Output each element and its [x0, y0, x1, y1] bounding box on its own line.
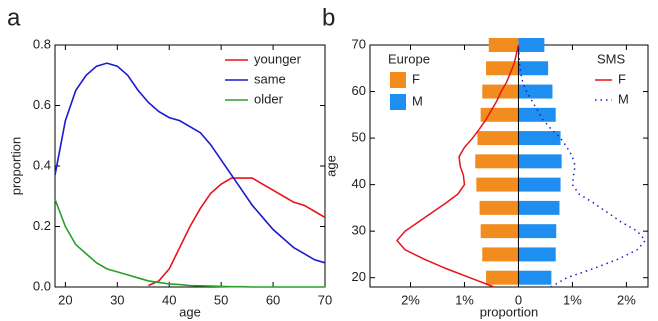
x-tick-label: 50: [214, 292, 228, 307]
bar: [518, 84, 553, 99]
x-tick-label: 1%: [563, 292, 582, 307]
series-line: [395, 44, 520, 288]
bar: [518, 131, 561, 146]
legend-label: F: [412, 71, 420, 86]
series-line: [54, 198, 325, 288]
legend-title: Europe: [388, 51, 430, 66]
series-line: [54, 62, 326, 264]
bar: [482, 247, 519, 262]
legend-swatch: [390, 94, 406, 110]
legend-label: F: [618, 71, 626, 86]
panel-label: b: [322, 4, 335, 31]
bar: [475, 154, 519, 169]
bar: [518, 200, 560, 215]
y-tick-label: 30: [352, 223, 366, 238]
panel-label: a: [7, 4, 21, 31]
bar: [476, 177, 519, 192]
bar: [477, 131, 519, 146]
y-tick-label: 0.8: [33, 36, 51, 51]
series-line: [148, 177, 326, 287]
bar: [518, 38, 545, 52]
x-axis-label: proportion: [480, 304, 539, 319]
x-tick-label: 60: [266, 292, 280, 307]
bar: [518, 177, 561, 192]
x-axis-label: age: [179, 304, 201, 319]
y-tick-label: 0.6: [33, 97, 51, 112]
x-tick-label: 20: [58, 292, 72, 307]
series-line: [517, 44, 647, 288]
x-tick-label: 70: [318, 292, 332, 307]
y-tick-label: 0.2: [33, 218, 51, 233]
x-tick-label: 2%: [401, 292, 420, 307]
y-tick-label: 20: [352, 269, 366, 284]
x-tick-label: 2%: [617, 292, 636, 307]
legend-label: younger: [254, 51, 302, 66]
bar: [518, 224, 557, 239]
legend-title: SMS: [597, 51, 626, 66]
y-tick-label: 0.4: [33, 157, 51, 172]
bar: [518, 61, 549, 76]
legend-label: older: [254, 91, 284, 106]
bar: [518, 270, 552, 285]
y-tick-label: 70: [352, 36, 366, 51]
bar: [518, 154, 562, 169]
x-tick-label: 0: [515, 292, 522, 307]
bar: [480, 224, 519, 239]
bar: [488, 38, 519, 52]
y-axis-label: proportion: [8, 137, 23, 196]
x-tick-label: 30: [110, 292, 124, 307]
bar: [486, 270, 519, 285]
legend-label: M: [618, 91, 629, 106]
bar: [518, 247, 556, 262]
x-tick-label: 1%: [455, 292, 474, 307]
legend-swatch: [390, 72, 406, 88]
y-tick-label: 60: [352, 83, 366, 98]
y-tick-label: 0.0: [33, 278, 51, 293]
y-tick-label: 40: [352, 176, 366, 191]
y-axis-label: age: [323, 155, 338, 177]
legend-label: M: [412, 93, 423, 108]
bar: [479, 200, 519, 215]
legend-label: same: [254, 71, 286, 86]
x-tick-label: 40: [162, 292, 176, 307]
bar: [518, 107, 556, 122]
y-tick-label: 50: [352, 130, 366, 145]
